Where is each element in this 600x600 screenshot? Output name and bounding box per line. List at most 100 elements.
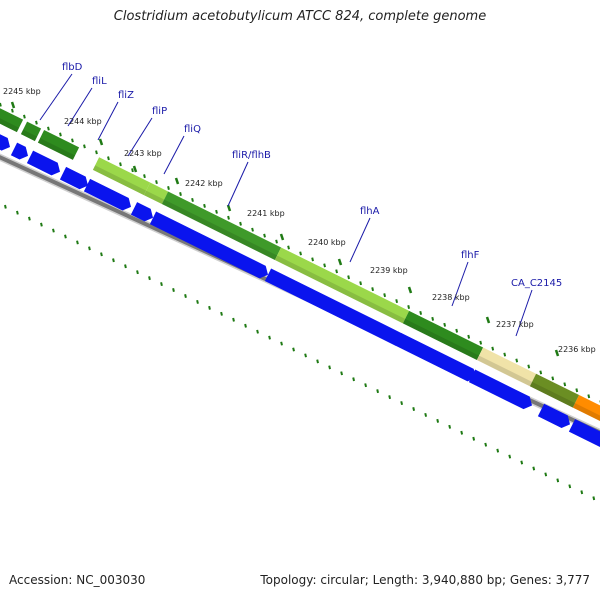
- gene-block-shade: [476, 355, 533, 387]
- coordinate-label: 2245 kbp: [3, 87, 41, 96]
- tick-mark: [251, 227, 254, 232]
- gene-label: fliP: [152, 106, 167, 117]
- tick-mark: [227, 215, 230, 220]
- tick-mark: [587, 394, 591, 399]
- coordinate-label: 2243 kbp: [124, 149, 162, 158]
- gene-block: [0, 108, 24, 133]
- tick-mark: [136, 270, 139, 275]
- reverse-strand-arrow: [26, 150, 60, 176]
- tick-mark: [503, 352, 507, 357]
- tick-mark: [556, 478, 560, 483]
- reverse-strand-arrow: [59, 166, 88, 190]
- tick-mark: [131, 168, 134, 173]
- tick-mark: [40, 222, 43, 227]
- tick-mark: [95, 150, 98, 155]
- tick-mark: [383, 293, 387, 298]
- gene-block-shade: [20, 129, 38, 142]
- tick-mark: [419, 310, 423, 315]
- tick-mark: [268, 335, 271, 340]
- tick-mark: [376, 389, 380, 394]
- tick-mark: [563, 382, 567, 387]
- gene-block-shade: [274, 255, 406, 324]
- label-leader-line: [97, 101, 119, 141]
- tick-mark: [179, 192, 182, 196]
- tick-mark: [0, 102, 2, 107]
- tick-mark: [28, 216, 31, 221]
- tick-mark: [431, 316, 435, 321]
- tick-mark: [544, 472, 548, 477]
- tick-mark: [292, 347, 295, 352]
- gene-block-shade: [0, 118, 20, 133]
- tick-mark: [124, 264, 127, 269]
- reverse-strand-arrow: [130, 202, 153, 222]
- coordinate-label: 2240 kbp: [308, 238, 346, 247]
- reverse-strand-arrow: [10, 142, 28, 160]
- coordinate-label: 2244 kbp: [64, 117, 102, 126]
- gene-label: flhA: [360, 206, 380, 217]
- tick-mark: [424, 412, 428, 417]
- reverse-strand-arrow: [537, 403, 570, 428]
- tick-mark: [191, 197, 194, 202]
- coordinate-label: 2241 kbp: [247, 209, 285, 218]
- tick-mark: [220, 311, 223, 316]
- tick-mark: [364, 383, 368, 388]
- gene-label: fliR/flhB: [232, 150, 271, 161]
- coordinate-label: 2242 kbp: [185, 179, 223, 188]
- coordinate-labels: 2245 kbp 2244 kbp 2243 kbp 2242 kbp 2241 kbp…: [3, 87, 596, 354]
- tick-mark: [160, 282, 163, 287]
- tick-mark: [4, 204, 7, 209]
- tick-mark: [64, 234, 67, 239]
- tick-mark: [412, 407, 416, 411]
- tick-mark: [112, 258, 115, 263]
- tick-mark: [515, 358, 519, 363]
- tick-mark: [328, 365, 331, 370]
- tick-mark: [532, 466, 536, 471]
- tick-mark: [436, 418, 440, 423]
- gene-label: fliZ: [118, 90, 134, 101]
- gene-label: CA_C2145: [511, 278, 562, 289]
- gene-track: [0, 108, 600, 422]
- gene-block: [274, 247, 410, 324]
- tick-mark: [496, 448, 500, 453]
- tick-mark: [263, 233, 266, 238]
- label-leader-line: [451, 261, 469, 307]
- tick-mark: [359, 281, 363, 286]
- tick-mark: [196, 299, 199, 304]
- gene-block: [92, 157, 151, 196]
- tick-mark: [484, 442, 488, 447]
- tick-mark: [407, 305, 411, 309]
- tick-mark: [100, 252, 103, 257]
- label-leader-line: [349, 217, 371, 263]
- tick-mark: [71, 138, 74, 143]
- label-leader-line: [127, 117, 153, 157]
- label-leader-line: [67, 87, 93, 127]
- accession-label: Accession: NC_003030: [9, 573, 146, 587]
- reverse-strand-track: [0, 134, 600, 448]
- tick-mark: [575, 388, 579, 393]
- tick-mark: [35, 120, 38, 125]
- reverse-strand-arrow: [0, 134, 10, 151]
- tick-mark: [352, 377, 355, 382]
- tick-mark: [520, 460, 524, 465]
- coordinate-label: 2239 kbp: [370, 266, 408, 275]
- gene-label: fliQ: [184, 124, 201, 135]
- gene-block-shade: [37, 138, 76, 160]
- tick-mark: [107, 156, 110, 161]
- label-leader-line: [39, 73, 73, 121]
- tick-mark: [568, 484, 572, 489]
- map-title: Clostridium acetobutylicum ATCC 824, com…: [113, 9, 487, 24]
- tick-mark: [527, 364, 531, 369]
- reverse-strand-arrow: [468, 369, 532, 410]
- gene-block-shade: [572, 403, 600, 422]
- tick-mark: [184, 294, 187, 298]
- label-leader-line: [227, 161, 249, 207]
- gene-block: [572, 395, 600, 422]
- tick-mark: [323, 263, 326, 268]
- tick-mark: [491, 346, 495, 351]
- coordinate-label: 2238 kbp: [432, 293, 470, 302]
- label-leader-line: [163, 135, 185, 175]
- reverse-strand-arrow: [568, 419, 600, 448]
- gene-block: [37, 130, 80, 160]
- tick-mark: [395, 299, 399, 304]
- major-tick-mark: [10, 101, 16, 109]
